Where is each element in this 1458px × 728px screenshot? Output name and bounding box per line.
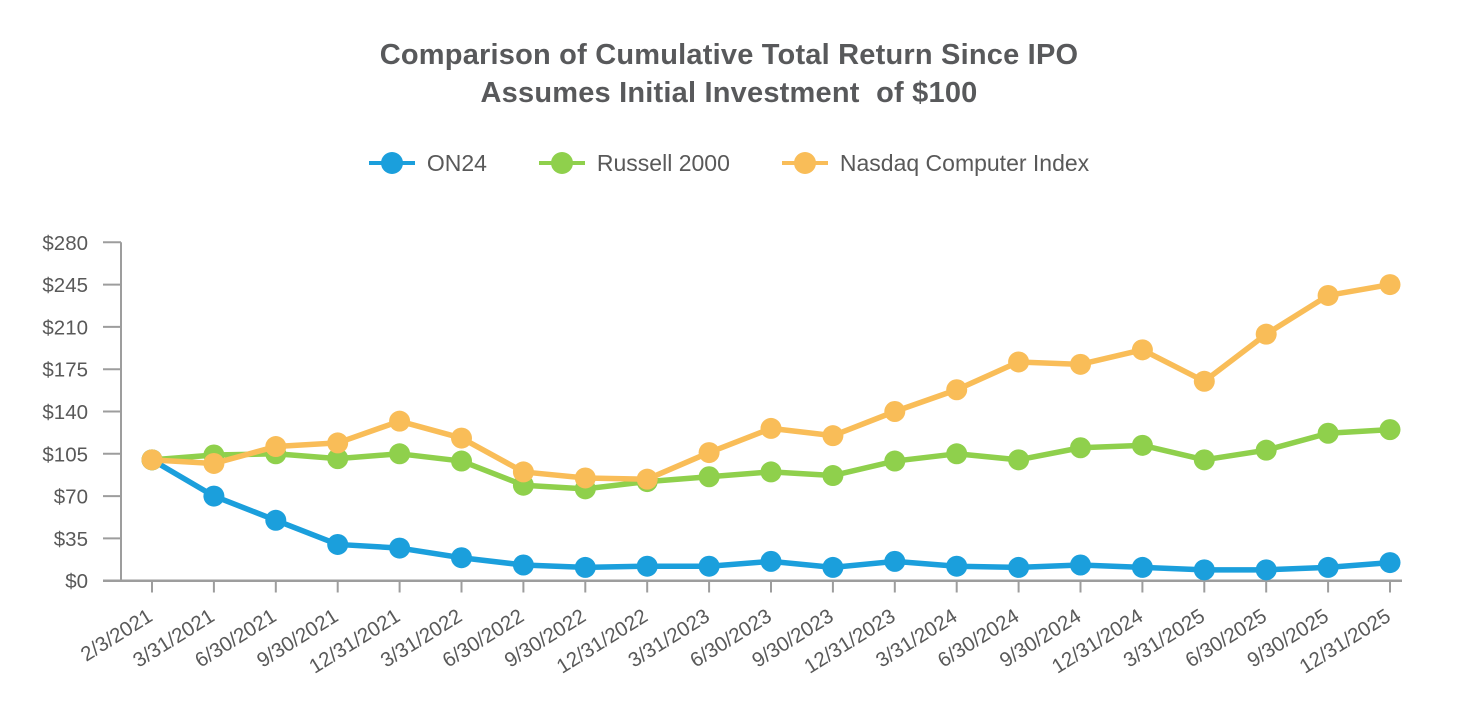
data-point-russell-2000 xyxy=(698,466,720,488)
data-point-russell-2000 xyxy=(1317,422,1339,444)
data-point-russell-2000 xyxy=(884,450,906,472)
chart-title: Comparison of Cumulative Total Return Si… xyxy=(0,36,1458,112)
y-axis-tick-label: $175 xyxy=(42,359,88,382)
legend-item-russell-2000: Russell 2000 xyxy=(538,150,730,176)
data-point-nasdaq-computer-index xyxy=(451,427,472,449)
data-point-on24 xyxy=(760,550,782,572)
data-point-russell-2000 xyxy=(1193,449,1215,471)
data-point-on24 xyxy=(946,555,968,577)
y-axis-tick-label: $35 xyxy=(54,528,88,551)
data-point-nasdaq-computer-index xyxy=(884,400,906,422)
data-point-on24 xyxy=(822,556,844,578)
y-axis-tick-label: $70 xyxy=(54,486,88,509)
y-axis-tick-label: $0 xyxy=(65,570,88,593)
y-axis-tick-label: $105 xyxy=(42,443,88,466)
data-point-on24 xyxy=(265,509,287,531)
data-point-nasdaq-computer-index xyxy=(141,449,163,471)
data-point-nasdaq-computer-index xyxy=(1008,351,1030,373)
data-point-nasdaq-computer-index xyxy=(636,468,658,490)
data-point-on24 xyxy=(1131,556,1153,578)
legend-label-nasdaq-computer-index: Nasdaq Computer Index xyxy=(839,150,1090,176)
y-axis-tick-label: $280 xyxy=(42,232,88,255)
data-point-on24 xyxy=(327,533,349,555)
data-point-russell-2000 xyxy=(451,450,472,472)
data-point-nasdaq-computer-index xyxy=(327,432,349,454)
data-point-on24 xyxy=(1317,556,1339,578)
data-point-nasdaq-computer-index xyxy=(1379,274,1401,296)
data-point-on24 xyxy=(451,547,472,569)
legend-marker-icon xyxy=(781,152,828,174)
data-point-russell-2000 xyxy=(327,448,349,470)
data-point-russell-2000 xyxy=(1131,434,1153,456)
data-point-on24 xyxy=(203,485,225,507)
data-point-russell-2000 xyxy=(1070,437,1091,459)
data-point-on24 xyxy=(1008,556,1030,578)
data-point-on24 xyxy=(884,550,906,572)
data-point-nasdaq-computer-index xyxy=(698,442,720,464)
data-point-on24 xyxy=(1070,554,1091,576)
y-axis-tick-label: $140 xyxy=(42,401,88,424)
data-point-nasdaq-computer-index xyxy=(1193,370,1215,392)
data-point-russell-2000 xyxy=(1379,419,1401,441)
data-point-nasdaq-computer-index xyxy=(822,425,844,447)
data-point-russell-2000 xyxy=(946,443,968,465)
data-point-nasdaq-computer-index xyxy=(389,410,411,432)
legend-marker-icon xyxy=(538,152,585,174)
data-point-russell-2000 xyxy=(822,465,844,487)
data-point-nasdaq-computer-index xyxy=(1317,284,1339,306)
y-axis-tick-label: $245 xyxy=(42,274,88,297)
legend-label-russell-2000: Russell 2000 xyxy=(596,150,730,176)
data-point-on24 xyxy=(1255,559,1277,581)
data-point-on24 xyxy=(1379,552,1401,574)
data-point-nasdaq-computer-index xyxy=(265,436,287,458)
data-point-on24 xyxy=(512,554,534,576)
data-point-nasdaq-computer-index xyxy=(574,467,596,489)
chart-title-line2: Assumes Initial Investment of $100 xyxy=(480,77,978,109)
data-point-russell-2000 xyxy=(760,461,782,483)
legend-label-on24: ON24 xyxy=(426,150,487,176)
data-point-russell-2000 xyxy=(1255,439,1277,461)
data-point-on24 xyxy=(574,556,596,578)
data-point-russell-2000 xyxy=(389,443,411,465)
data-point-nasdaq-computer-index xyxy=(946,379,968,401)
data-point-nasdaq-computer-index xyxy=(760,417,782,439)
legend-marker-icon xyxy=(368,152,415,174)
data-point-on24 xyxy=(1193,559,1215,581)
legend-item-on24: ON24 xyxy=(368,150,487,176)
chart-title-line1: Comparison of Cumulative Total Return Si… xyxy=(379,39,1079,71)
data-point-russell-2000 xyxy=(1008,449,1030,471)
data-point-nasdaq-computer-index xyxy=(1070,353,1091,375)
data-point-on24 xyxy=(698,555,720,577)
y-axis-tick-label: $210 xyxy=(42,316,88,339)
data-point-nasdaq-computer-index xyxy=(512,461,534,483)
data-point-on24 xyxy=(389,537,411,559)
chart-legend: ON24 Russell 2000 Nasdaq Computer Index xyxy=(0,150,1458,176)
data-point-on24 xyxy=(636,555,658,577)
data-point-nasdaq-computer-index xyxy=(1131,339,1153,361)
legend-item-nasdaq-computer-index: Nasdaq Computer Index xyxy=(781,150,1090,176)
data-point-nasdaq-computer-index xyxy=(203,452,225,474)
data-point-nasdaq-computer-index xyxy=(1255,323,1277,345)
